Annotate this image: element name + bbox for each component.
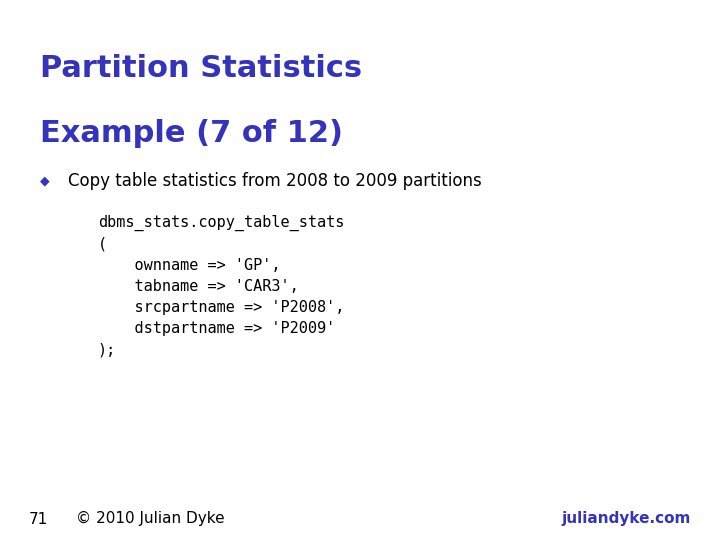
Text: 71: 71 [29, 511, 48, 526]
Text: juliandyke.com: juliandyke.com [562, 511, 691, 526]
Text: © 2010 Julian Dyke: © 2010 Julian Dyke [76, 511, 224, 526]
Text: );: ); [98, 343, 116, 357]
Text: ownname => 'GP',: ownname => 'GP', [98, 258, 280, 273]
Text: srcpartname => 'P2008',: srcpartname => 'P2008', [98, 300, 344, 315]
Text: ◆: ◆ [40, 174, 49, 187]
Text: Example (7 of 12): Example (7 of 12) [40, 119, 343, 148]
Text: dstpartname => 'P2009': dstpartname => 'P2009' [98, 321, 336, 336]
Text: tabname => 'CAR3',: tabname => 'CAR3', [98, 279, 299, 294]
Text: dbms_stats.copy_table_stats: dbms_stats.copy_table_stats [98, 215, 344, 232]
Text: (: ( [98, 237, 107, 252]
Text: Copy table statistics from 2008 to 2009 partitions: Copy table statistics from 2008 to 2009 … [68, 172, 482, 190]
Text: Partition Statistics: Partition Statistics [40, 54, 361, 83]
